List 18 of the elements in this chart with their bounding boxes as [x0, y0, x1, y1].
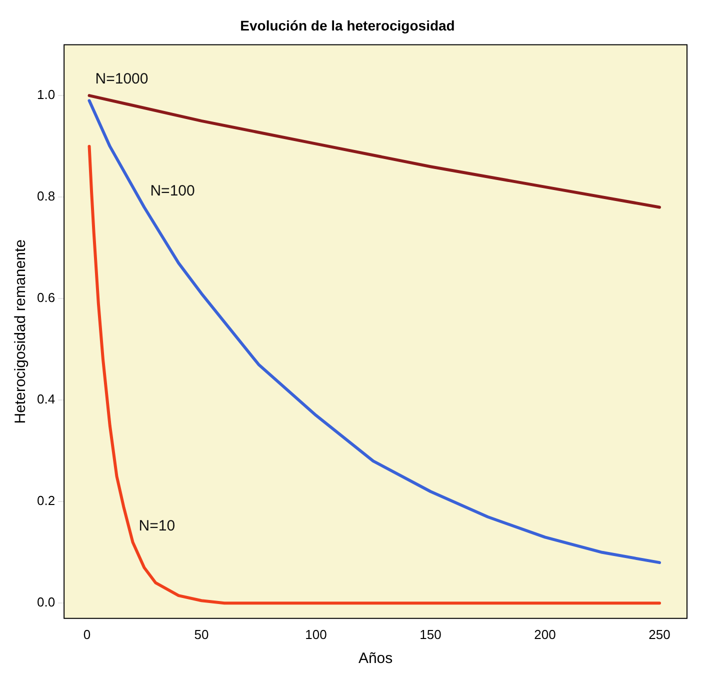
chart-title: Evolución de la heterocigosidad — [240, 17, 455, 34]
x-axis-title: Años — [358, 650, 393, 668]
y-tick-label: 0.4 — [36, 392, 56, 407]
y-tick-label: 0.8 — [36, 188, 56, 204]
x-tick-label: 150 — [420, 626, 442, 642]
x-tick-label: 100 — [305, 626, 327, 642]
series-label: N=10 — [138, 517, 176, 534]
y-tick-label: 0.0 — [36, 594, 56, 610]
y-tick-label: 0.6 — [36, 290, 56, 306]
y-tick-label: 1.0 — [36, 87, 56, 102]
x-tick-label: 200 — [534, 626, 556, 642]
x-tick-label: 0 — [83, 626, 91, 642]
x-tick-label: 50 — [194, 626, 209, 642]
series-label: N=1000 — [95, 70, 148, 88]
y-axis-title: Heterocigosidad remanente — [12, 239, 30, 424]
x-tick-label: 250 — [648, 626, 670, 642]
y-tick-label: 0.2 — [36, 493, 56, 508]
series-label: N=100 — [150, 182, 195, 200]
